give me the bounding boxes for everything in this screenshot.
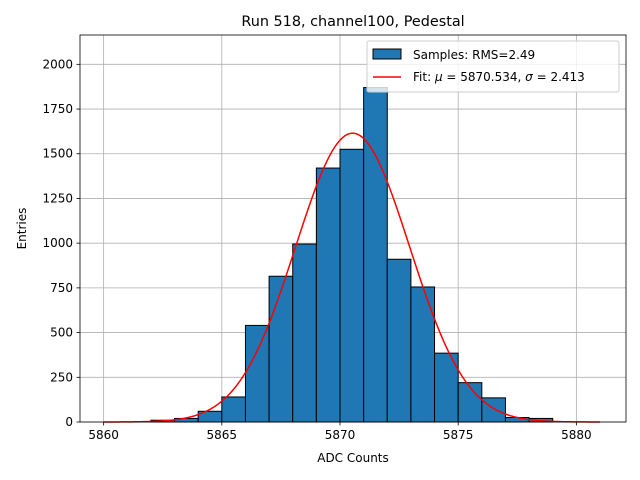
y-tick-label: 2000 [42,57,73,71]
y-tick-label: 1250 [42,191,73,205]
histogram-bar [363,87,388,423]
legend-histogram-label: Samples: RMS=2.49 [413,48,535,62]
y-tick-label: 1750 [42,102,73,116]
y-tick-label: 1500 [42,147,73,161]
legend-fit-sigma-symbol: σ [525,70,533,84]
x-tick-label: 5880 [561,428,592,442]
histogram-bar [315,167,341,423]
y-tick-label: 1000 [42,236,73,250]
legend-fit-sigma-value: = 2.413 [533,70,585,84]
histogram-bar [221,396,246,423]
histogram-bar [339,148,365,423]
y-tick-label: 750 [50,281,73,295]
x-tick-label: 5865 [207,428,238,442]
legend: Samples: RMS=2.49 Fit: μ = 5870.534, σ =… [366,40,620,93]
plot-frame [79,34,627,423]
x-tick-label: 5870 [325,428,356,442]
y-tick-label: 500 [50,326,73,340]
y-axis-ticks: 0 250 500 750 1000 1250 1500 1750 2000 [42,57,80,429]
legend-fit-prefix: Fit: [413,70,435,84]
histogram-bar [481,397,506,423]
x-axis-label: ADC Counts [317,451,389,465]
histogram-bar [268,275,294,423]
legend-fit-mu-value: = 5870.534, [443,70,526,84]
chart-title: Run 518, channel100, Pedestal [241,14,464,30]
legend-histogram-swatch [372,48,402,60]
y-tick-label: 250 [50,370,73,384]
fit-curve [103,132,601,423]
histogram-bar [410,286,436,423]
y-axis-label: Entries [15,208,29,250]
legend-fit-label: Fit: μ = 5870.534, σ = 2.413 [413,70,585,84]
histogram-bar [244,324,270,423]
histogram-bar [292,243,317,423]
x-tick-label: 5875 [443,428,474,442]
histogram-bar [386,258,412,423]
x-axis-ticks: 5860 5865 5870 5875 5880 [88,422,592,442]
legend-fit-mu-symbol: μ [434,70,443,84]
x-tick-label: 5860 [88,428,119,442]
y-tick-label: 0 [65,415,73,429]
legend-box [366,40,620,93]
histogram-bars [150,87,554,423]
histogram-bar [457,382,483,423]
